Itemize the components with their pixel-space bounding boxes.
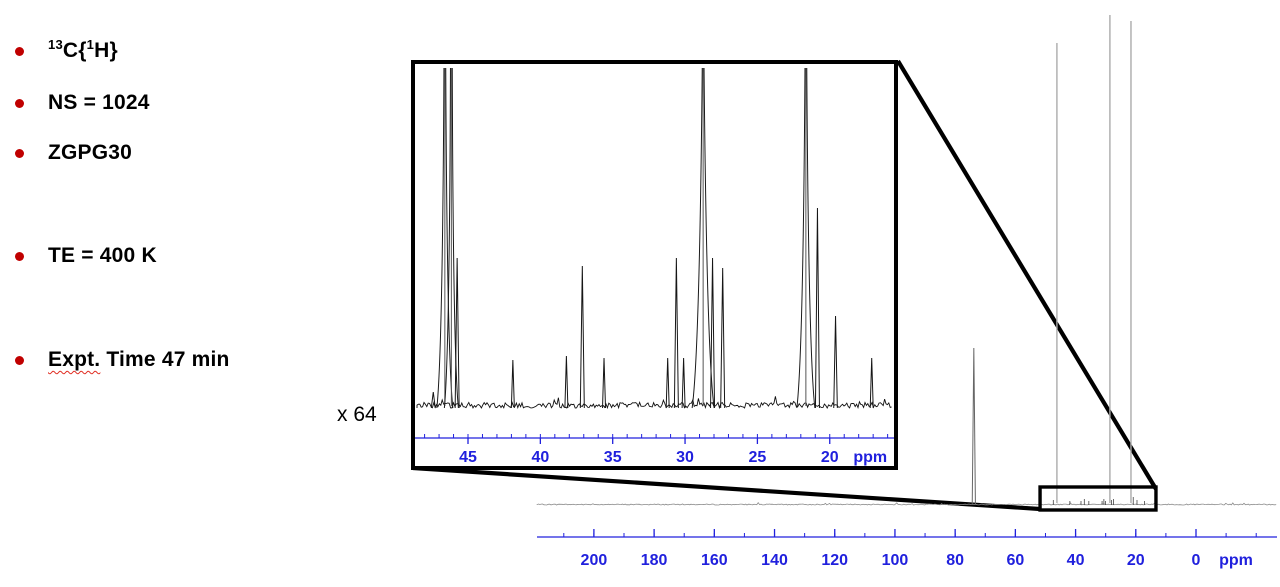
magnification-label: x 64 bbox=[337, 403, 377, 426]
inset-spectrum-plot: 45 40 35 30 25 20 ppm bbox=[415, 67, 894, 466]
note-text-part: H} bbox=[94, 39, 118, 62]
svg-text:35: 35 bbox=[604, 449, 622, 466]
note-ns: NS = 1024 bbox=[15, 91, 150, 115]
zoom-inset-panel: 45 40 35 30 25 20 ppm bbox=[411, 60, 898, 470]
note-text: NS = 1024 bbox=[48, 91, 150, 114]
svg-text:140: 140 bbox=[761, 552, 788, 569]
note-text: TE = 400 K bbox=[48, 244, 157, 267]
bullet-icon bbox=[15, 99, 24, 108]
svg-text:ppm: ppm bbox=[1219, 552, 1253, 569]
svg-text:30: 30 bbox=[676, 449, 694, 466]
bullet-icon bbox=[15, 47, 24, 56]
note-text: Expt. Time 47 min bbox=[48, 348, 230, 372]
svg-text:180: 180 bbox=[641, 552, 668, 569]
superscript-13: 13 bbox=[48, 37, 63, 52]
svg-text:25: 25 bbox=[749, 449, 767, 466]
note-expt-time: Expt. Time 47 min bbox=[15, 348, 230, 372]
note-text: ZGPG30 bbox=[48, 141, 133, 164]
svg-text:160: 160 bbox=[701, 552, 728, 569]
svg-text:60: 60 bbox=[1006, 552, 1024, 569]
svg-text:0: 0 bbox=[1192, 552, 1201, 569]
svg-text:20: 20 bbox=[821, 449, 839, 466]
svg-text:120: 120 bbox=[821, 552, 848, 569]
note-temperature: TE = 400 K bbox=[15, 244, 157, 268]
note-pulse-program: ZGPG30 bbox=[15, 141, 132, 165]
note-text-part: Time 47 min bbox=[100, 348, 230, 371]
svg-text:45: 45 bbox=[459, 449, 477, 466]
svg-text:80: 80 bbox=[946, 552, 964, 569]
bullet-icon bbox=[15, 252, 24, 261]
bullet-icon bbox=[15, 149, 24, 158]
note-experiment-type: 13C{1H} bbox=[15, 37, 118, 63]
svg-text:100: 100 bbox=[882, 552, 909, 569]
note-text: 13C{1H} bbox=[48, 37, 118, 63]
svg-text:40: 40 bbox=[531, 449, 549, 466]
bullet-icon bbox=[15, 356, 24, 365]
svg-text:200: 200 bbox=[581, 552, 608, 569]
note-text-part: Expt. bbox=[48, 348, 101, 371]
svg-text:40: 40 bbox=[1067, 552, 1085, 569]
svg-text:20: 20 bbox=[1127, 552, 1145, 569]
superscript-1: 1 bbox=[86, 37, 95, 52]
svg-text:ppm: ppm bbox=[853, 449, 887, 466]
note-text-part: C{ bbox=[62, 39, 87, 62]
